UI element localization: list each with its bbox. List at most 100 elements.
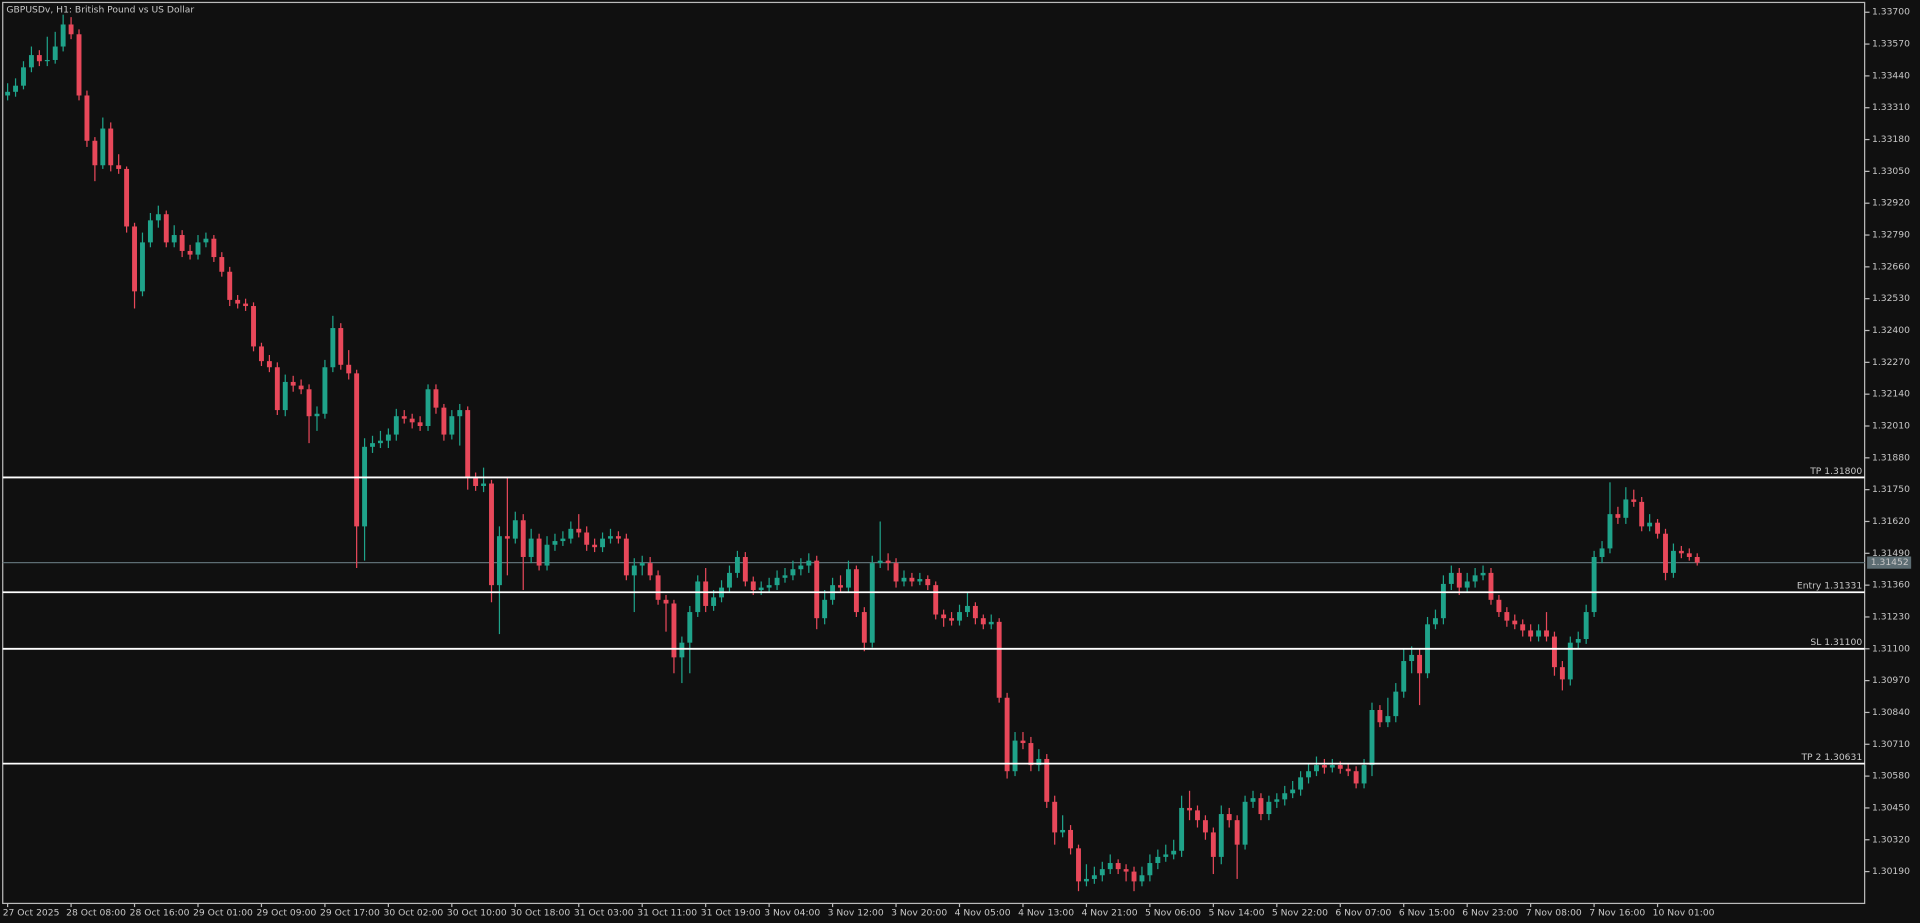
candle-body [457, 410, 463, 417]
candle-body [1536, 630, 1542, 637]
candle-body [687, 612, 693, 643]
candle-body [964, 605, 970, 613]
candle-body [1210, 832, 1216, 857]
candle-body [1528, 630, 1534, 637]
candle-body [909, 577, 915, 582]
y-tick-label: 1.32920 [1872, 198, 1910, 209]
x-tick-label: 4 Nov 13:00 [1018, 908, 1074, 919]
candle-body [1091, 875, 1097, 879]
candle-body [401, 416, 407, 419]
x-tick-label: 3 Nov 20:00 [891, 908, 947, 919]
candle-body [1655, 522, 1661, 534]
candle-body [346, 364, 352, 374]
x-tick-label: 7 Nov 16:00 [1589, 908, 1645, 919]
x-tick-label: 7 Nov 08:00 [1526, 908, 1582, 919]
y-tick-label: 1.31490 [1872, 548, 1910, 559]
candle-body [266, 361, 272, 368]
candle-body [1567, 642, 1573, 680]
candle-body [647, 563, 653, 576]
candle-body [1036, 758, 1042, 766]
candle-body [1187, 807, 1192, 811]
y-tick-label: 1.30970 [1872, 675, 1910, 686]
candle-body [608, 536, 613, 539]
x-tick-label: 6 Nov 23:00 [1462, 908, 1518, 919]
x-tick-label: 3 Nov 12:00 [828, 908, 884, 919]
x-tick-label: 31 Oct 03:00 [574, 908, 634, 919]
x-tick-label: 30 Oct 02:00 [383, 908, 443, 919]
candle-body [243, 303, 249, 307]
candle-body [44, 59, 50, 62]
candle-body [1353, 771, 1359, 784]
candle-body [711, 597, 717, 606]
candle-body [1583, 612, 1589, 639]
candle-body [298, 385, 304, 390]
candle-body [306, 389, 312, 417]
candle-body [132, 226, 137, 292]
candle-body [1448, 572, 1454, 584]
candle-body [1099, 869, 1105, 876]
candle-body [211, 238, 217, 258]
y-tick-label: 1.30840 [1872, 707, 1910, 718]
candle-body [512, 520, 518, 539]
candle-body [1028, 743, 1034, 766]
candle-body [766, 585, 772, 588]
candle-body [1083, 878, 1089, 882]
candle-body [1044, 758, 1050, 802]
candle-body [1377, 710, 1383, 723]
candle-body [235, 299, 241, 304]
candle-body [1226, 814, 1232, 821]
candle-body [1202, 820, 1208, 833]
candle-body [655, 575, 661, 600]
candle-body [893, 563, 899, 582]
candle-body [417, 422, 423, 426]
candle-body [1670, 550, 1676, 573]
candle-body [1321, 765, 1327, 768]
candle-body [1306, 771, 1311, 778]
candle-body [980, 618, 986, 625]
candle-body [68, 24, 74, 35]
y-tick-label: 1.31100 [1872, 643, 1910, 654]
y-tick-label: 1.32790 [1872, 230, 1910, 241]
candle-body [338, 328, 344, 365]
candle-body [140, 242, 145, 292]
x-tick-label: 4 Nov 05:00 [955, 908, 1011, 919]
candle-body [251, 306, 256, 347]
candle-body [631, 565, 637, 576]
level-label: TP 1.31800 [1809, 466, 1862, 477]
candle-body [790, 569, 796, 576]
candle-body [1345, 768, 1351, 772]
candle-body [615, 536, 621, 539]
candle-body [1417, 654, 1423, 674]
candle-body [1544, 630, 1549, 637]
y-tick-label: 1.32530 [1872, 293, 1910, 304]
y-tick-label: 1.33050 [1872, 166, 1910, 177]
candle-body [917, 579, 923, 582]
candle-body [52, 46, 58, 60]
candle-body [846, 569, 851, 588]
candle-body [703, 581, 709, 606]
candle-body [1464, 581, 1470, 588]
candle-body [504, 536, 510, 539]
candle-body [822, 599, 828, 619]
candle-body [1139, 875, 1145, 882]
price-tag-label: 1.31452 [1871, 557, 1909, 568]
candle-body [996, 621, 1002, 698]
candle-body [782, 575, 788, 578]
candle-body [465, 410, 471, 478]
y-tick-label: 1.32270 [1872, 357, 1910, 368]
y-tick-label: 1.30320 [1872, 834, 1910, 845]
candle-body [227, 271, 233, 300]
candle-body [1559, 667, 1565, 680]
candle-body [925, 579, 931, 586]
plot-frame [2, 1, 1866, 905]
y-tick-label: 1.30580 [1872, 771, 1910, 782]
candle-body [1258, 798, 1264, 815]
candle-body [520, 520, 526, 557]
y-tick-label: 1.32660 [1872, 261, 1910, 272]
candle-body [639, 563, 645, 566]
candle-body [171, 235, 177, 243]
y-tick-label: 1.33180 [1872, 134, 1910, 145]
candle-body [1131, 871, 1137, 882]
candle-body [1496, 599, 1502, 613]
candle-body [1456, 572, 1462, 588]
